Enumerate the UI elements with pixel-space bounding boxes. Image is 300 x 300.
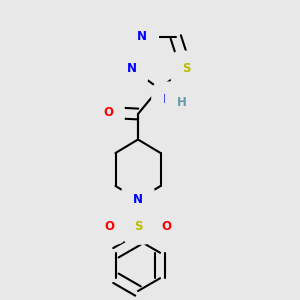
Text: H: H [177,96,186,109]
Text: N: N [163,93,173,106]
Text: N: N [127,62,137,75]
Text: S: S [134,220,142,233]
Text: S: S [182,62,190,75]
Text: N: N [133,193,143,206]
Text: O: O [161,220,172,233]
Text: O: O [103,106,113,119]
Text: N: N [137,30,147,44]
Text: O: O [104,220,115,233]
